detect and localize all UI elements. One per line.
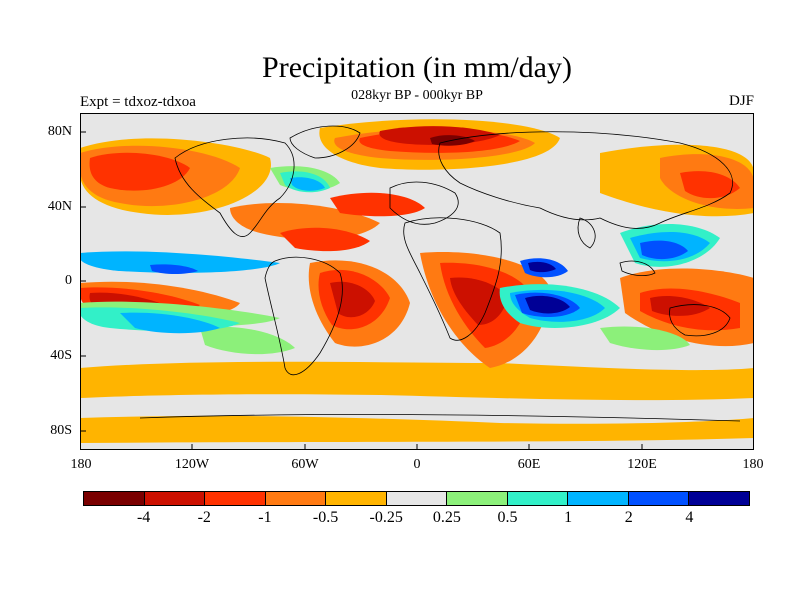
colorbar-label: -0.25 bbox=[369, 509, 403, 526]
colorbar-label: -1 bbox=[258, 509, 272, 526]
coastlines bbox=[139, 125, 741, 422]
colorbar-swatch bbox=[689, 492, 750, 505]
lat-label: 80N bbox=[47, 124, 72, 139]
colorbar-swatch bbox=[84, 492, 145, 505]
lon-label: 120W bbox=[174, 457, 210, 472]
lat-label: 40N bbox=[47, 199, 72, 214]
lat-label: 80S bbox=[50, 423, 72, 438]
lat-label: 40S bbox=[50, 348, 72, 363]
colorbar bbox=[83, 491, 750, 506]
chart-subtitle: 028kyr BP - 000kyr BP bbox=[351, 88, 483, 103]
colorbar-swatch bbox=[507, 492, 569, 505]
colorbar-label: 0.5 bbox=[497, 509, 518, 526]
colorbar-swatch bbox=[386, 492, 448, 505]
colorbar-swatch bbox=[265, 492, 327, 505]
colorbar-label: 2 bbox=[624, 509, 633, 526]
anomaly-positive-navy bbox=[525, 261, 570, 314]
precipitation-map bbox=[80, 113, 754, 450]
lat-label: 0 bbox=[65, 273, 72, 288]
map-svg bbox=[80, 113, 754, 450]
lon-label: 0 bbox=[413, 457, 421, 472]
colorbar-label: -0.5 bbox=[312, 509, 339, 526]
map-frame bbox=[80, 113, 754, 450]
colorbar-label: 4 bbox=[685, 509, 694, 526]
lon-label: 120E bbox=[627, 457, 657, 472]
lon-label: 60W bbox=[291, 457, 319, 472]
colorbar-label: 0.25 bbox=[432, 509, 461, 526]
chart-title: Precipitation (in mm/day) bbox=[262, 51, 572, 84]
colorbar-swatch bbox=[205, 492, 266, 505]
colorbar-swatch bbox=[447, 492, 508, 505]
season-label: DJF bbox=[728, 93, 754, 109]
lon-label: 180 bbox=[742, 457, 764, 472]
colorbar-swatch bbox=[326, 492, 387, 505]
colorbar-label: 1 bbox=[564, 509, 573, 526]
colorbar-swatch bbox=[144, 492, 206, 505]
colorbar-label: -2 bbox=[197, 509, 211, 526]
colorbar-swatch bbox=[628, 492, 690, 505]
colorbar-label: -4 bbox=[136, 509, 151, 526]
lon-label: 60E bbox=[517, 457, 541, 472]
lon-label: 180 bbox=[70, 457, 92, 472]
experiment-label: Expt = tdxoz-tdxoa bbox=[80, 94, 196, 110]
colorbar-swatch bbox=[568, 492, 629, 505]
